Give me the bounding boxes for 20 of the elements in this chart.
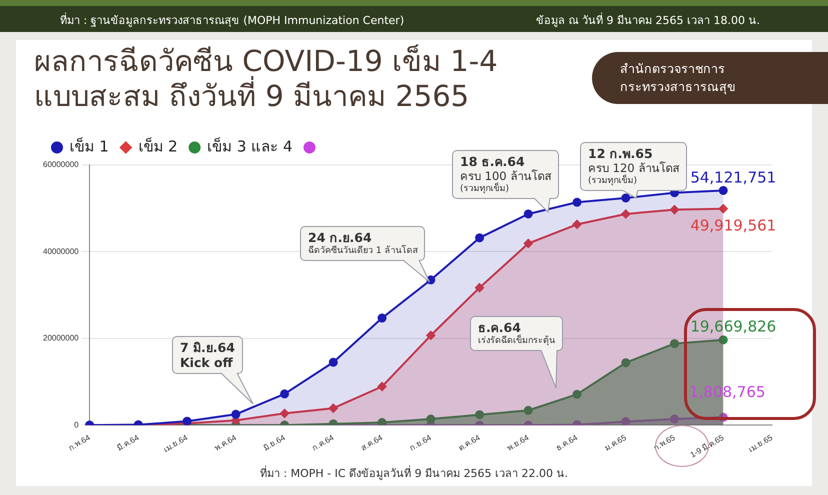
- annotation: 7 มิ.ย.64 Kick off: [180, 340, 235, 370]
- y-tick-label: 40000000: [43, 246, 80, 256]
- chart-subtitle: สำนักตรวจราชการ กระทรวงสาธารณสุข: [592, 52, 828, 104]
- legend-label: เข็ม 3 และ 4: [207, 136, 293, 156]
- data-label: 19,669,826: [690, 318, 776, 336]
- chart-title: ผลการฉีดวัคซีน COVID-19 เข็ม 1-4 แบบสะสม ถึงวันที่ 9 มีนาคม 2565: [34, 44, 498, 114]
- annotation: 24 ก.ย.64 ฉีดวัคซีนวันเดียว 1 ล้านโดส: [308, 230, 418, 257]
- legend-label: เข็ม 1: [70, 136, 109, 156]
- annotation: 18 ธ.ค.64 ครบ 100 ล้านโดส (รวมทุกเข็ม): [460, 154, 552, 195]
- y-tick-label: 20000000: [43, 334, 80, 343]
- data-label: 49,919,561: [690, 216, 776, 235]
- y-tick-label: 0: [74, 420, 80, 430]
- legend-label: เข็ม 2: [138, 136, 178, 156]
- data-label: 54,121,751: [690, 168, 776, 186]
- annotation: 12 ก.พ.65 ครบ 120 ล้านโดส (รวมทุกเข็ม): [588, 146, 680, 187]
- y-tick-label: 60000000: [43, 160, 80, 170]
- text: ที่มา : ฐานข้อมูลกระทรวงสาธารณสุข (MOPH Immunization Center): [60, 12, 404, 29]
- text: ที่มา : MOPH - IC ดึงข้อมูลวันที่ 9 มีนาคม 2565 เวลา 22.00 น.: [258, 464, 570, 482]
- text: ข้อมูล ณ วันที่ 9 มีนาคม 2565 เวลา 18.00 น.: [536, 12, 760, 29]
- annotation: ธ.ค.64 เร่งรัดฉีดเข็มกระตุ้น: [478, 320, 555, 347]
